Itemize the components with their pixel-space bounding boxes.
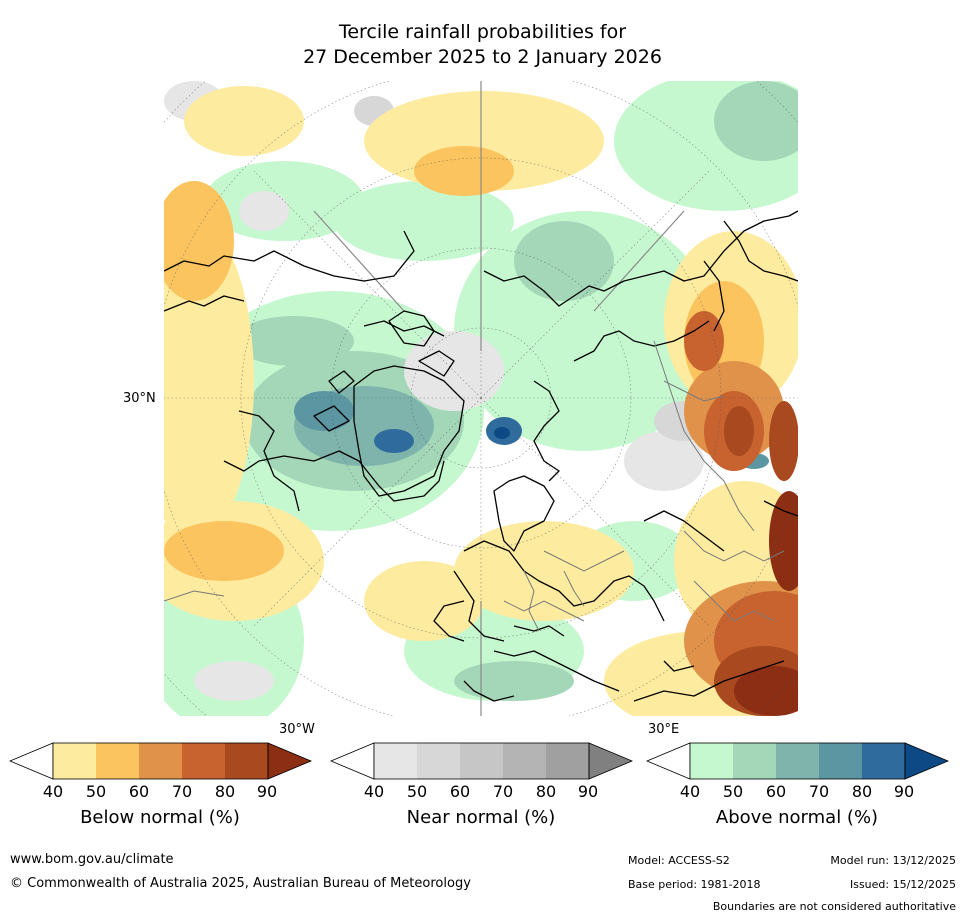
colorbar-above-normal-swatches xyxy=(645,742,950,780)
colorbar-segment xyxy=(417,743,460,779)
longitude-label-30w: 30°W xyxy=(279,722,315,737)
colorbar-tick: 90 xyxy=(256,782,278,801)
colorbar-above-normal xyxy=(645,742,950,780)
colorbar-segment xyxy=(733,743,776,779)
colorbar-tick: 80 xyxy=(851,782,873,801)
rainfall-probability-map xyxy=(164,81,798,716)
colorbar-tick: 60 xyxy=(765,782,787,801)
map-title: Tercile rainfall probabilities for 27 De… xyxy=(0,20,965,70)
colorbar-arrow-high xyxy=(267,742,313,780)
base-period: Base period: 1981-2018 xyxy=(628,878,761,891)
colorbar-segment xyxy=(460,743,503,779)
colorbar-tick: 80 xyxy=(214,782,236,801)
colorbar-segment xyxy=(53,743,96,779)
colorbar-tick: 40 xyxy=(363,782,385,801)
colorbar-tick: 70 xyxy=(492,782,514,801)
colorbar-tick: 40 xyxy=(42,782,64,801)
latitude-label-30n: 30°N xyxy=(123,391,156,406)
colorbar-segment xyxy=(96,743,139,779)
colorbar-segment xyxy=(139,743,182,779)
colorbar-arrow-low xyxy=(645,742,691,780)
colorbar-arrow-low xyxy=(329,742,375,780)
colorbar-below-normal xyxy=(8,742,313,780)
colorbar-tick: 50 xyxy=(85,782,107,801)
colorbar-near-normal xyxy=(329,742,634,780)
colorbar-segment xyxy=(503,743,546,779)
colorbar-tick: 60 xyxy=(449,782,471,801)
colorbar-tick: 70 xyxy=(808,782,830,801)
model-run-date: Model run: 13/12/2025 xyxy=(830,854,956,867)
colorbar-segment xyxy=(862,743,905,779)
colorbar-below-normal-swatches xyxy=(8,742,313,780)
colorbar-outline xyxy=(52,742,269,780)
colorbar-segment xyxy=(374,743,417,779)
longitude-label-30e: 30°E xyxy=(648,722,680,737)
title-line-1: Tercile rainfall probabilities for xyxy=(338,21,627,43)
colorbar-segment xyxy=(690,743,733,779)
colorbar-label-below-normal: Below normal (%) xyxy=(80,807,240,828)
colorbar-tick: 90 xyxy=(893,782,915,801)
copyright-text: © Commonwealth of Australia 2025, Austra… xyxy=(10,876,471,891)
below-normal-field xyxy=(164,86,798,716)
colorbar-arrow-high xyxy=(904,742,950,780)
coastlines xyxy=(164,210,798,702)
colorbar-near-normal-swatches xyxy=(329,742,634,780)
colorbar-tick: 60 xyxy=(128,782,150,801)
website-link[interactable]: www.bom.gov.au/climate xyxy=(10,852,174,867)
country-boundaries xyxy=(164,340,785,632)
colorbar-tick: 40 xyxy=(679,782,701,801)
colorbar-segment xyxy=(819,743,862,779)
colorbar-segment xyxy=(182,743,225,779)
colorbar-arrow-high xyxy=(588,742,634,780)
map-canvas xyxy=(164,81,798,716)
colorbar-tick: 90 xyxy=(577,782,599,801)
colorbar-outline xyxy=(373,742,590,780)
title-line-2: 27 December 2025 to 2 January 2026 xyxy=(303,46,662,68)
meridians-solid xyxy=(313,81,685,716)
colorbar-label-near-normal: Near normal (%) xyxy=(406,807,556,828)
colorbar-segment xyxy=(225,743,268,779)
colorbar-segment xyxy=(776,743,819,779)
colorbar-tick: 50 xyxy=(406,782,428,801)
issued-date: Issued: 15/12/2025 xyxy=(849,878,956,891)
colorbar-tick: 80 xyxy=(535,782,557,801)
model-name: Model: ACCESS-S2 xyxy=(628,854,730,867)
near-normal-field xyxy=(164,81,714,701)
colorbar-tick: 70 xyxy=(171,782,193,801)
colorbar-label-above-normal: Above normal (%) xyxy=(715,807,879,828)
colorbar-arrow-low xyxy=(8,742,54,780)
colorbar-tick: 50 xyxy=(722,782,744,801)
colorbar-outline xyxy=(689,742,906,780)
colorbar-segment xyxy=(546,743,589,779)
boundaries-disclaimer: Boundaries are not considered authoritat… xyxy=(712,900,956,913)
